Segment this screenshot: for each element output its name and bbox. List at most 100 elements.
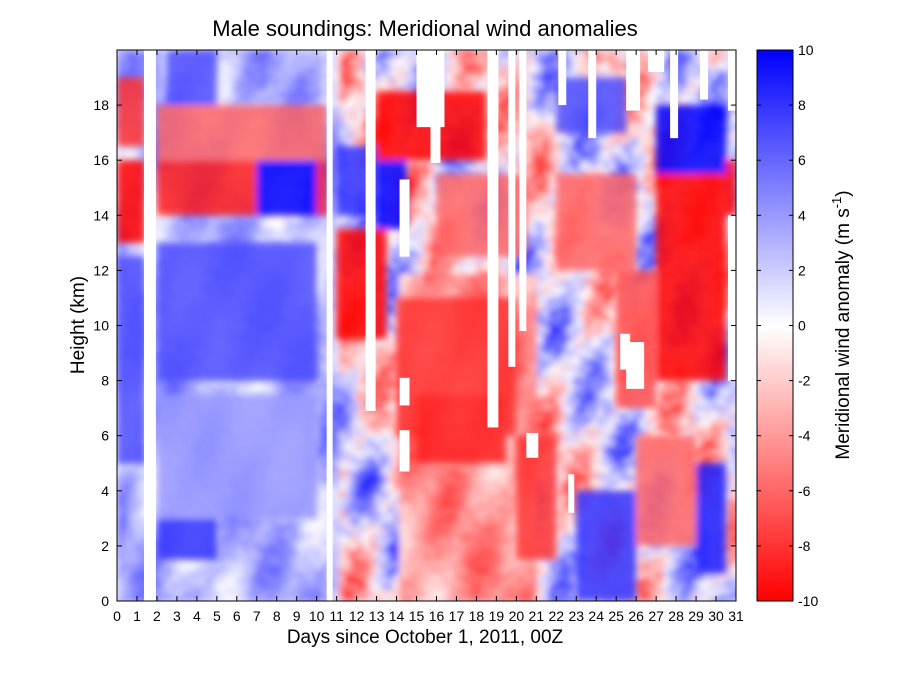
- heatmap-cell: [159, 86, 166, 91]
- heatmap-cell: [123, 574, 130, 579]
- heatmap-cell: [321, 270, 328, 275]
- heatmap-cell: [321, 482, 328, 487]
- heatmap-cell: [285, 594, 292, 599]
- heatmap-cell: [309, 218, 316, 223]
- heatmap-cell: [291, 534, 298, 539]
- heatmap-cell: [279, 58, 286, 63]
- heatmap-cell: [273, 550, 280, 555]
- heatmap-cell: [117, 482, 124, 487]
- heatmap-cell: [123, 590, 130, 595]
- heatmap-cell: [315, 266, 322, 271]
- heatmap-cell: [255, 90, 262, 95]
- heatmap-cell: [159, 98, 166, 103]
- heatmap-cell: [117, 594, 124, 599]
- heatmap-cell: [267, 538, 274, 543]
- heatmap-cell: [309, 562, 316, 567]
- heatmap-cell: [237, 574, 244, 579]
- heatmap-cell: [321, 398, 328, 403]
- heatmap-cell: [243, 542, 250, 547]
- heatmap-cell: [321, 382, 328, 387]
- heatmap-cell: [225, 570, 232, 575]
- heatmap-cell: [249, 54, 256, 59]
- heatmap-cell: [153, 134, 160, 139]
- heatmap-cell: [195, 234, 202, 239]
- heatmap-cell: [219, 214, 226, 219]
- heatmap-cell: [291, 90, 298, 95]
- heatmap-cell: [285, 222, 292, 227]
- heatmap-cell: [315, 526, 322, 531]
- heatmap-cell: [225, 566, 232, 571]
- heatmap-cell: [153, 314, 160, 319]
- heatmap-cell: [309, 598, 316, 601]
- heatmap-cell: [213, 226, 220, 231]
- heatmap-cell: [213, 238, 220, 243]
- heatmap-cell: [123, 466, 130, 471]
- heatmap-cell: [261, 554, 268, 559]
- heatmap-cell: [291, 218, 298, 223]
- heatmap-cell: [321, 102, 328, 107]
- heatmap-cell: [177, 566, 184, 571]
- heatmap-cell: [171, 218, 178, 223]
- heatmap-cell: [123, 586, 130, 591]
- heatmap-cell: [297, 90, 304, 95]
- heatmap-cell: [255, 566, 262, 571]
- heatmap-cell: [189, 574, 196, 579]
- heatmap-cell: [273, 86, 280, 91]
- heatmap-cell: [261, 102, 268, 107]
- heatmap-cell: [303, 538, 310, 543]
- heatmap-cell: [309, 90, 316, 95]
- heatmap-cell: [153, 538, 160, 543]
- heatmap-cell: [297, 534, 304, 539]
- heatmap-cell: [225, 222, 232, 227]
- heatmap-cell: [201, 238, 208, 243]
- heatmap-cell: [267, 386, 274, 391]
- heatmap-cell: [291, 386, 298, 391]
- heatmap-cell: [273, 518, 280, 523]
- heatmap-cell: [321, 326, 328, 331]
- heatmap-cell: [309, 234, 316, 239]
- heatmap-cell: [201, 386, 208, 391]
- heatmap-cell: [123, 598, 130, 601]
- heatmap-cell: [183, 578, 190, 583]
- heatmap-cell: [225, 58, 232, 63]
- heatmap-cell: [159, 586, 166, 591]
- heatmap-cell: [189, 582, 196, 587]
- heatmap-cell: [123, 62, 130, 67]
- heatmap-cell: [237, 230, 244, 235]
- heatmap-cell: [297, 82, 304, 87]
- heatmap-cell: [267, 222, 274, 227]
- heatmap-cell: [117, 550, 124, 555]
- heatmap-cell: [303, 574, 310, 579]
- heatmap-cell: [213, 566, 220, 571]
- heatmap-cell: [231, 594, 238, 599]
- heatmap-cell: [219, 562, 226, 567]
- heatmap-cell: [213, 582, 220, 587]
- heatmap-cell: [201, 234, 208, 239]
- heatmap-cell: [315, 214, 322, 219]
- heatmap-cell: [267, 562, 274, 567]
- heatmap-cell: [153, 542, 160, 547]
- heatmap-cell: [123, 498, 130, 503]
- heatmap-cell: [309, 386, 316, 391]
- heatmap-cell: [333, 78, 340, 83]
- heatmap-cell: [297, 86, 304, 91]
- heatmap-cell: [135, 598, 142, 601]
- heatmap-cell: [231, 390, 238, 395]
- heatmap-cell: [153, 374, 160, 379]
- heatmap-cell: [123, 490, 130, 495]
- heatmap-cell: [153, 162, 160, 167]
- heatmap-cell: [135, 546, 142, 551]
- heatmap-cell: [159, 234, 166, 239]
- heatmap-cell: [129, 598, 136, 601]
- heatmap-cell: [249, 102, 256, 107]
- heatmap-cell: [291, 546, 298, 551]
- heatmap-cell: [159, 390, 166, 395]
- heatmap-cell: [255, 238, 262, 243]
- heatmap-cell: [225, 522, 232, 527]
- heatmap-cell: [303, 102, 310, 107]
- heatmap-cell: [189, 238, 196, 243]
- heatmap-cell: [243, 58, 250, 63]
- heatmap-cell: [189, 594, 196, 599]
- heatmap-cell: [129, 578, 136, 583]
- heatmap-cell: [285, 58, 292, 63]
